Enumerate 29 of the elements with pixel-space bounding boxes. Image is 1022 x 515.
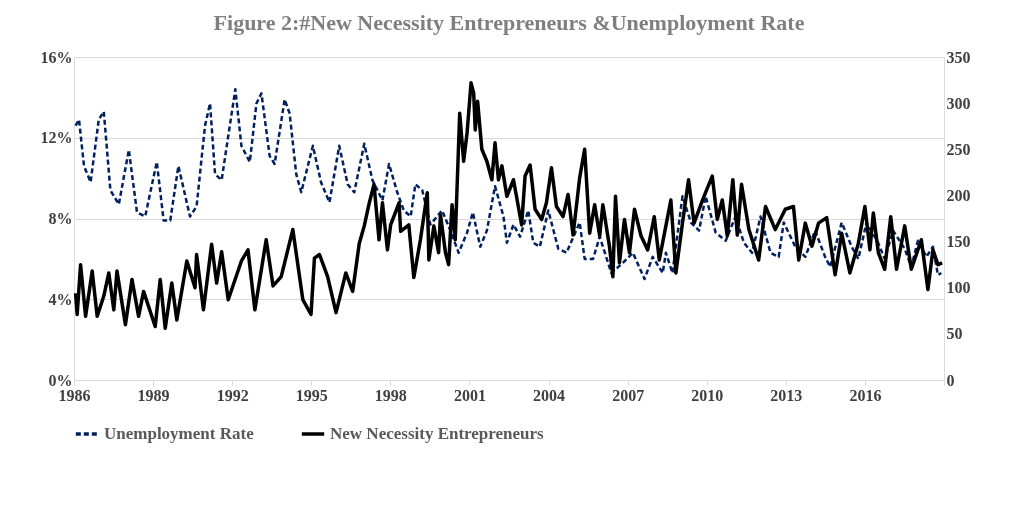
y2-tick-label: 50 (946, 325, 963, 343)
legend-label: New Necessity Entrepreneurs (330, 424, 545, 443)
chart-title: Figure 2:#New Necessity Entrepreneurs &Unemployment Rate (213, 10, 805, 35)
x-tick-label: 1986 (58, 386, 91, 404)
x-tick-label: 2013 (770, 386, 803, 404)
x-tick-label: 2010 (691, 386, 724, 404)
y2-tick-label: 200 (946, 186, 971, 204)
x-tick-label: 2004 (533, 386, 566, 404)
y-tick-label: 0% (48, 371, 73, 389)
legend-label: Unemployment Rate (104, 424, 255, 443)
x-tick-label: 1995 (295, 386, 328, 404)
x-tick-label: 2001 (453, 386, 486, 404)
x-tick-label: 1992 (216, 386, 249, 404)
y2-tick-label: 100 (946, 279, 971, 297)
x-tick-label: 2007 (612, 386, 645, 404)
y2-tick-label: 300 (946, 94, 971, 112)
line-series (73, 81, 944, 331)
y2-tick-label: 250 (946, 140, 971, 158)
line-series (74, 88, 943, 281)
y-tick-label: 16% (40, 48, 73, 66)
y-tick-label: 12% (40, 129, 73, 147)
y2-tick-label: 150 (946, 233, 971, 251)
x-tick-label: 1998 (374, 386, 407, 404)
y-tick-label: 8% (48, 210, 73, 227)
x-tick-label: 2016 (849, 386, 882, 404)
y2-tick-label: 0 (946, 371, 955, 389)
x-tick-label: 1989 (137, 386, 170, 404)
y2-tick-label: 350 (946, 48, 971, 66)
y-tick-label: 4% (48, 290, 73, 308)
